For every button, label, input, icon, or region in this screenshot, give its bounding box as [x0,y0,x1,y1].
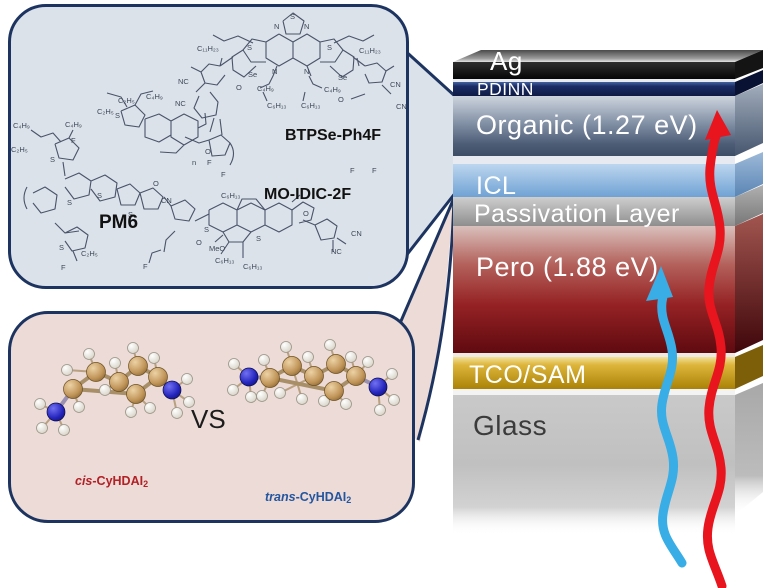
layer-label-organic: Organic (1.27 eV) [476,110,698,140]
chemical-structures-drawing [23,12,395,264]
layer-label-pdinn: PDINN [477,79,534,99]
atom-label: n [192,158,197,167]
layer-tco [453,345,763,389]
atom-label: S [50,155,56,164]
layer-pdinn [453,70,763,96]
atom-label: N [274,22,280,31]
gap-tco-glass [453,389,735,395]
atom-label: Se [248,70,258,79]
trans-molecule [227,339,400,416]
blue-photon-arrow [646,266,687,568]
layer-icl [453,152,763,197]
atom-label: F [143,262,148,271]
atom-label: S [97,191,103,200]
cis-molecule [34,342,195,436]
atom-label: O [196,238,202,247]
atom-label: O [153,179,159,188]
atom-label: S [67,198,73,207]
atom-label: C₂H₅ [81,249,98,258]
atom-label: C₄H₉ [65,120,82,129]
atom-label: O [338,95,344,104]
ammonium-isomers-panel: VS cis-CyHDAI2 trans-CyHDAI2 [8,311,415,523]
atom-label: CN [351,229,362,238]
atom-label: N [304,22,310,31]
atom-label: F [61,263,66,272]
layer-label-icl: ICL [476,172,517,200]
atom-label: C₂H₅ [97,107,114,116]
atom-label: C₄H₉ [146,92,163,101]
gap-organic-icl [453,156,735,164]
atom-label: C₆H₁₃ [301,101,321,110]
ball-and-stick-models [34,339,400,436]
atom-label: C₁₁H₂₃ [359,46,381,55]
molecule-label-pm6: PM6 [99,212,139,233]
atom-label: S [59,243,65,252]
atom-label: N [304,67,310,76]
atom-label: F [71,136,76,145]
vs-text: VS [191,404,226,434]
atom-label: N [272,67,278,76]
atom-label: C₄H₉ [13,121,30,130]
atom-label: NC [175,99,186,108]
atom-label: CN [390,80,401,89]
atom-label: O [205,147,211,156]
atom-label: S [290,12,296,21]
layer-label-ag: Ag [490,46,523,76]
atom-label: C₁₁H₂₃ [197,44,219,53]
atom-label: O [236,83,242,92]
atom-label: C₆H₁₃ [267,101,287,110]
layer-glass [453,383,763,535]
layer-label-tco-sam: TCO/SAM [469,361,587,389]
atom-label: NC [178,77,189,86]
gap-pero-tco [453,353,735,357]
trans-cyhdai-label: trans-CyHDAI2 [265,490,352,505]
atom-label: O [303,209,309,218]
atom-label: C₆H₁₃ [215,256,235,265]
atom-label: F [350,166,355,175]
atom-label: F [207,158,212,167]
atom-label: S [115,111,121,120]
atom-label: F [372,166,377,175]
atom-label: S [247,43,253,52]
gap-ag-pdinn [453,79,735,82]
atom-label: CN [161,196,172,205]
molecule-label-btpse: BTPSe-Ph4F [285,127,382,144]
atom-label: Se [338,73,348,82]
atom-label: F [221,170,226,179]
atom-label: NC [331,247,342,256]
layer-label-pero: Pero (1.88 eV) [476,252,659,282]
atom-label: S [128,210,134,219]
atom-label: CN [396,102,407,111]
layer-label-glass: Glass [473,410,548,441]
atom-label: C₄H₉ [257,84,274,93]
atom-label: C₂H₅ [11,145,28,154]
layer-pero [453,214,763,353]
atom-label: S [204,225,210,234]
atom-label: C₆H₁₃ [221,191,241,200]
layer-ag [453,50,763,79]
layer-organic [453,84,763,156]
atom-label: C₄H₉ [324,85,341,94]
atom-label: S [327,43,333,52]
atom-label: C₂H₅ [118,96,135,105]
molecule-label-mo-idic: MO-IDIC-2F [264,186,352,203]
atom-label: MeO [209,244,226,253]
cis-cyhdai-label: cis-CyHDAI2 [75,474,149,489]
layer-passivation [453,185,763,226]
atom-label: S [256,234,262,243]
red-photon-arrow [702,110,731,588]
atom-label: C₆H₁₃ [243,262,263,271]
layer-label-passivation: Passivation Layer [474,200,680,228]
